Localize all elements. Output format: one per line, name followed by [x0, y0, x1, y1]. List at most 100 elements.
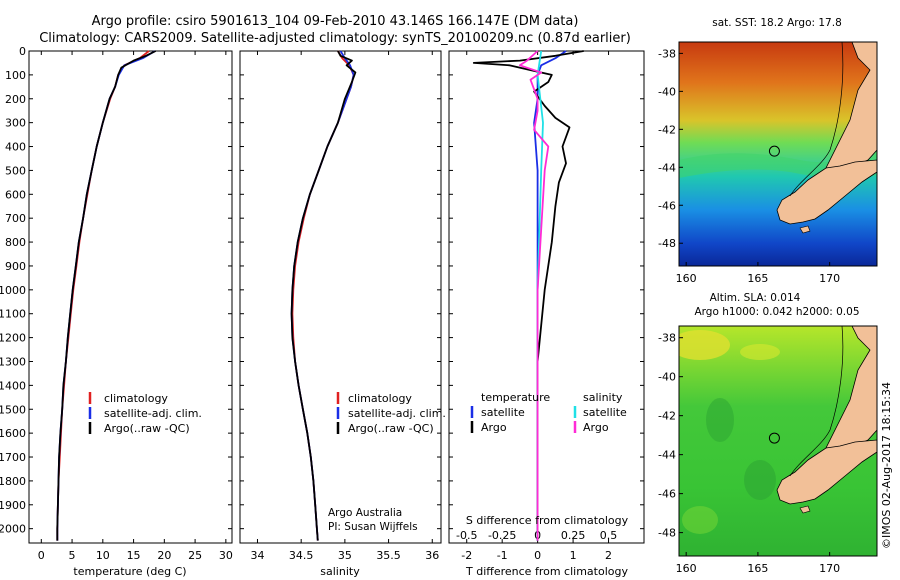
lat-tick-label: -44	[658, 161, 676, 174]
x-tick-label: 30	[219, 549, 233, 562]
s-tick-label: -0.5	[456, 529, 477, 542]
y-tick-label: 1900	[0, 499, 26, 512]
figure-title-line1: Argo profile: csiro 5901613_104 09-Feb-2…	[92, 14, 579, 29]
salinity-panel: 34 34.5 35 35.5 36 salinity climatology sate…	[239, 50, 446, 578]
y-tick-label: 700	[5, 212, 26, 225]
sst-map-title: sat. SST: 18.2 Argo: 17.8	[712, 17, 842, 29]
difference-panel: -2 -1 0 1 2 -0.5 -0.25 0 0.25 0.5 T difference f…	[448, 50, 645, 578]
difference-s-xlabel: S difference from climatology	[466, 514, 629, 527]
sst-map-frame	[678, 41, 878, 267]
legend-t-argo-label: Argo	[481, 421, 507, 434]
x-tick-label: 0	[534, 549, 541, 562]
lon-tick-label: 160	[676, 272, 697, 285]
sla-high-anomaly	[679, 330, 730, 360]
y-tick-label: 1300	[0, 355, 26, 368]
salinity-axes-frame	[239, 50, 442, 544]
y-tick-label: 1000	[0, 284, 26, 297]
x-tick-label: 35	[338, 549, 352, 562]
x-tick-label: 1	[570, 549, 577, 562]
y-tick-label: 1400	[0, 379, 26, 392]
legend-climatology-label: climatology	[348, 392, 412, 405]
sla-map-subtitle: Argo h1000: 0.042 h2000: 0.05	[694, 306, 859, 318]
sla-map-panel: Altim. SLA: 0.014 Argo h1000: 0.042 h200…	[658, 292, 878, 575]
sst-map-panel: sat. SST: 18.2 Argo: 17.8 160 165 170 -38 -…	[658, 17, 878, 285]
s-tick-label: 0.5	[600, 529, 618, 542]
temperature-y-ticks: 0 100 200 300 400 500 600 700 800 900 1000 1100 1200…	[0, 45, 232, 536]
x-tick-label: 35.5	[376, 549, 401, 562]
x-tick-label: 15	[127, 549, 141, 562]
difference-series	[472, 50, 584, 541]
sst-argo-position-marker	[768, 145, 780, 157]
temperature-x-ticks: 0 5 10 15 20 25 30	[38, 51, 233, 562]
sla-map-title: Altim. SLA: 0.014	[710, 292, 801, 304]
salinity-xlabel: salinity	[320, 565, 360, 578]
difference-legend: temperature salinity satellite Argo sate…	[470, 391, 627, 434]
legend-t-satellite-label: satellite	[481, 406, 525, 419]
land-stewart-island	[799, 505, 811, 514]
lon-tick-label: 165	[747, 272, 768, 285]
sst-lat-ticks: -38 -40 -42 -44 -46 -48	[658, 47, 683, 250]
sla-lat-ticks: -38 -40 -42 -44 -46 -48	[658, 332, 683, 540]
lon-tick-label: 160	[676, 562, 697, 575]
x-tick-label: 25	[188, 549, 202, 562]
temperature-xlabel: temperature (deg C)	[73, 565, 186, 578]
s-tick-label: 0.25	[561, 529, 586, 542]
lat-tick-label: -48	[658, 527, 676, 540]
lon-tick-label: 170	[819, 562, 840, 575]
timestamp-stamp: ©IMOS 02-Aug-2017 18:15:34	[880, 382, 893, 549]
sla-high-anomaly	[682, 506, 718, 534]
temperature-series	[56, 50, 157, 541]
legend-s-satellite-label: satellite	[583, 406, 627, 419]
lat-tick-label: -44	[658, 449, 676, 462]
legend-salinity-header: salinity	[583, 391, 623, 404]
y-tick-label: 600	[5, 188, 26, 201]
x-tick-label: -1	[497, 549, 508, 562]
land-south-island	[776, 439, 877, 505]
y-tick-label: 400	[5, 141, 26, 154]
y-tick-label: 1700	[0, 451, 26, 464]
temperature-legend: climatology satellite-adj. clim. Argo(..…	[88, 392, 202, 435]
sla-map-frame	[678, 325, 878, 557]
lat-tick-label: -40	[658, 371, 676, 384]
y-tick-label: 100	[5, 69, 26, 82]
x-tick-label: -2	[461, 549, 472, 562]
sla-lon-ticks: 160 165 170	[676, 552, 840, 575]
sla-high-anomaly	[740, 344, 780, 360]
x-tick-label: 5	[69, 549, 76, 562]
figure-title-line2: Climatology: CARS2009. Satellite-adjuste…	[39, 31, 631, 46]
x-tick-label: 20	[157, 549, 171, 562]
lat-tick-label: -38	[658, 47, 676, 60]
y-tick-label: 1800	[0, 475, 26, 488]
lat-tick-label: -46	[658, 199, 676, 212]
temperature-axes-frame	[28, 50, 233, 544]
sla-low-anomaly	[706, 398, 734, 442]
sst-lon-ticks: 160 165 170	[676, 262, 840, 285]
legend-satellite-label: satellite-adj. clim.	[104, 407, 202, 420]
land-stewart-island	[799, 225, 811, 234]
sla-low-anomaly	[744, 460, 776, 500]
x-tick-label: 34	[250, 549, 264, 562]
y-tick-label: 300	[5, 117, 26, 130]
s-tick-label: -0.25	[488, 529, 516, 542]
difference-s-ticks: -0.5 -0.25 0 0.25 0.5	[456, 529, 617, 542]
salinity-x-ticks: 34 34.5 35 35.5 36	[250, 51, 439, 562]
lon-tick-label: 165	[747, 562, 768, 575]
y-tick-label: 1600	[0, 427, 26, 440]
legend-satellite-label: satellite-adj. clim.	[348, 407, 446, 420]
x-tick-label: 10	[96, 549, 110, 562]
series-line-temperature-argo	[472, 50, 584, 541]
lat-tick-label: -38	[658, 332, 676, 345]
y-tick-label: 900	[5, 260, 26, 273]
difference-t-xlabel: T difference from climatology	[465, 565, 628, 578]
land-south-island	[776, 159, 877, 225]
x-tick-label: 36	[425, 549, 439, 562]
temperature-panel: 0100200300400500600700800900100011001200…	[0, 45, 233, 578]
series-line-salinity-argo	[519, 50, 550, 541]
y-tick-label: 1200	[0, 332, 26, 345]
lon-tick-label: 170	[819, 272, 840, 285]
sla-bathymetry-line	[789, 326, 844, 477]
legend-climatology-label: climatology	[104, 392, 168, 405]
lat-tick-label: -42	[658, 410, 676, 423]
sla-argo-position-marker	[768, 432, 780, 444]
